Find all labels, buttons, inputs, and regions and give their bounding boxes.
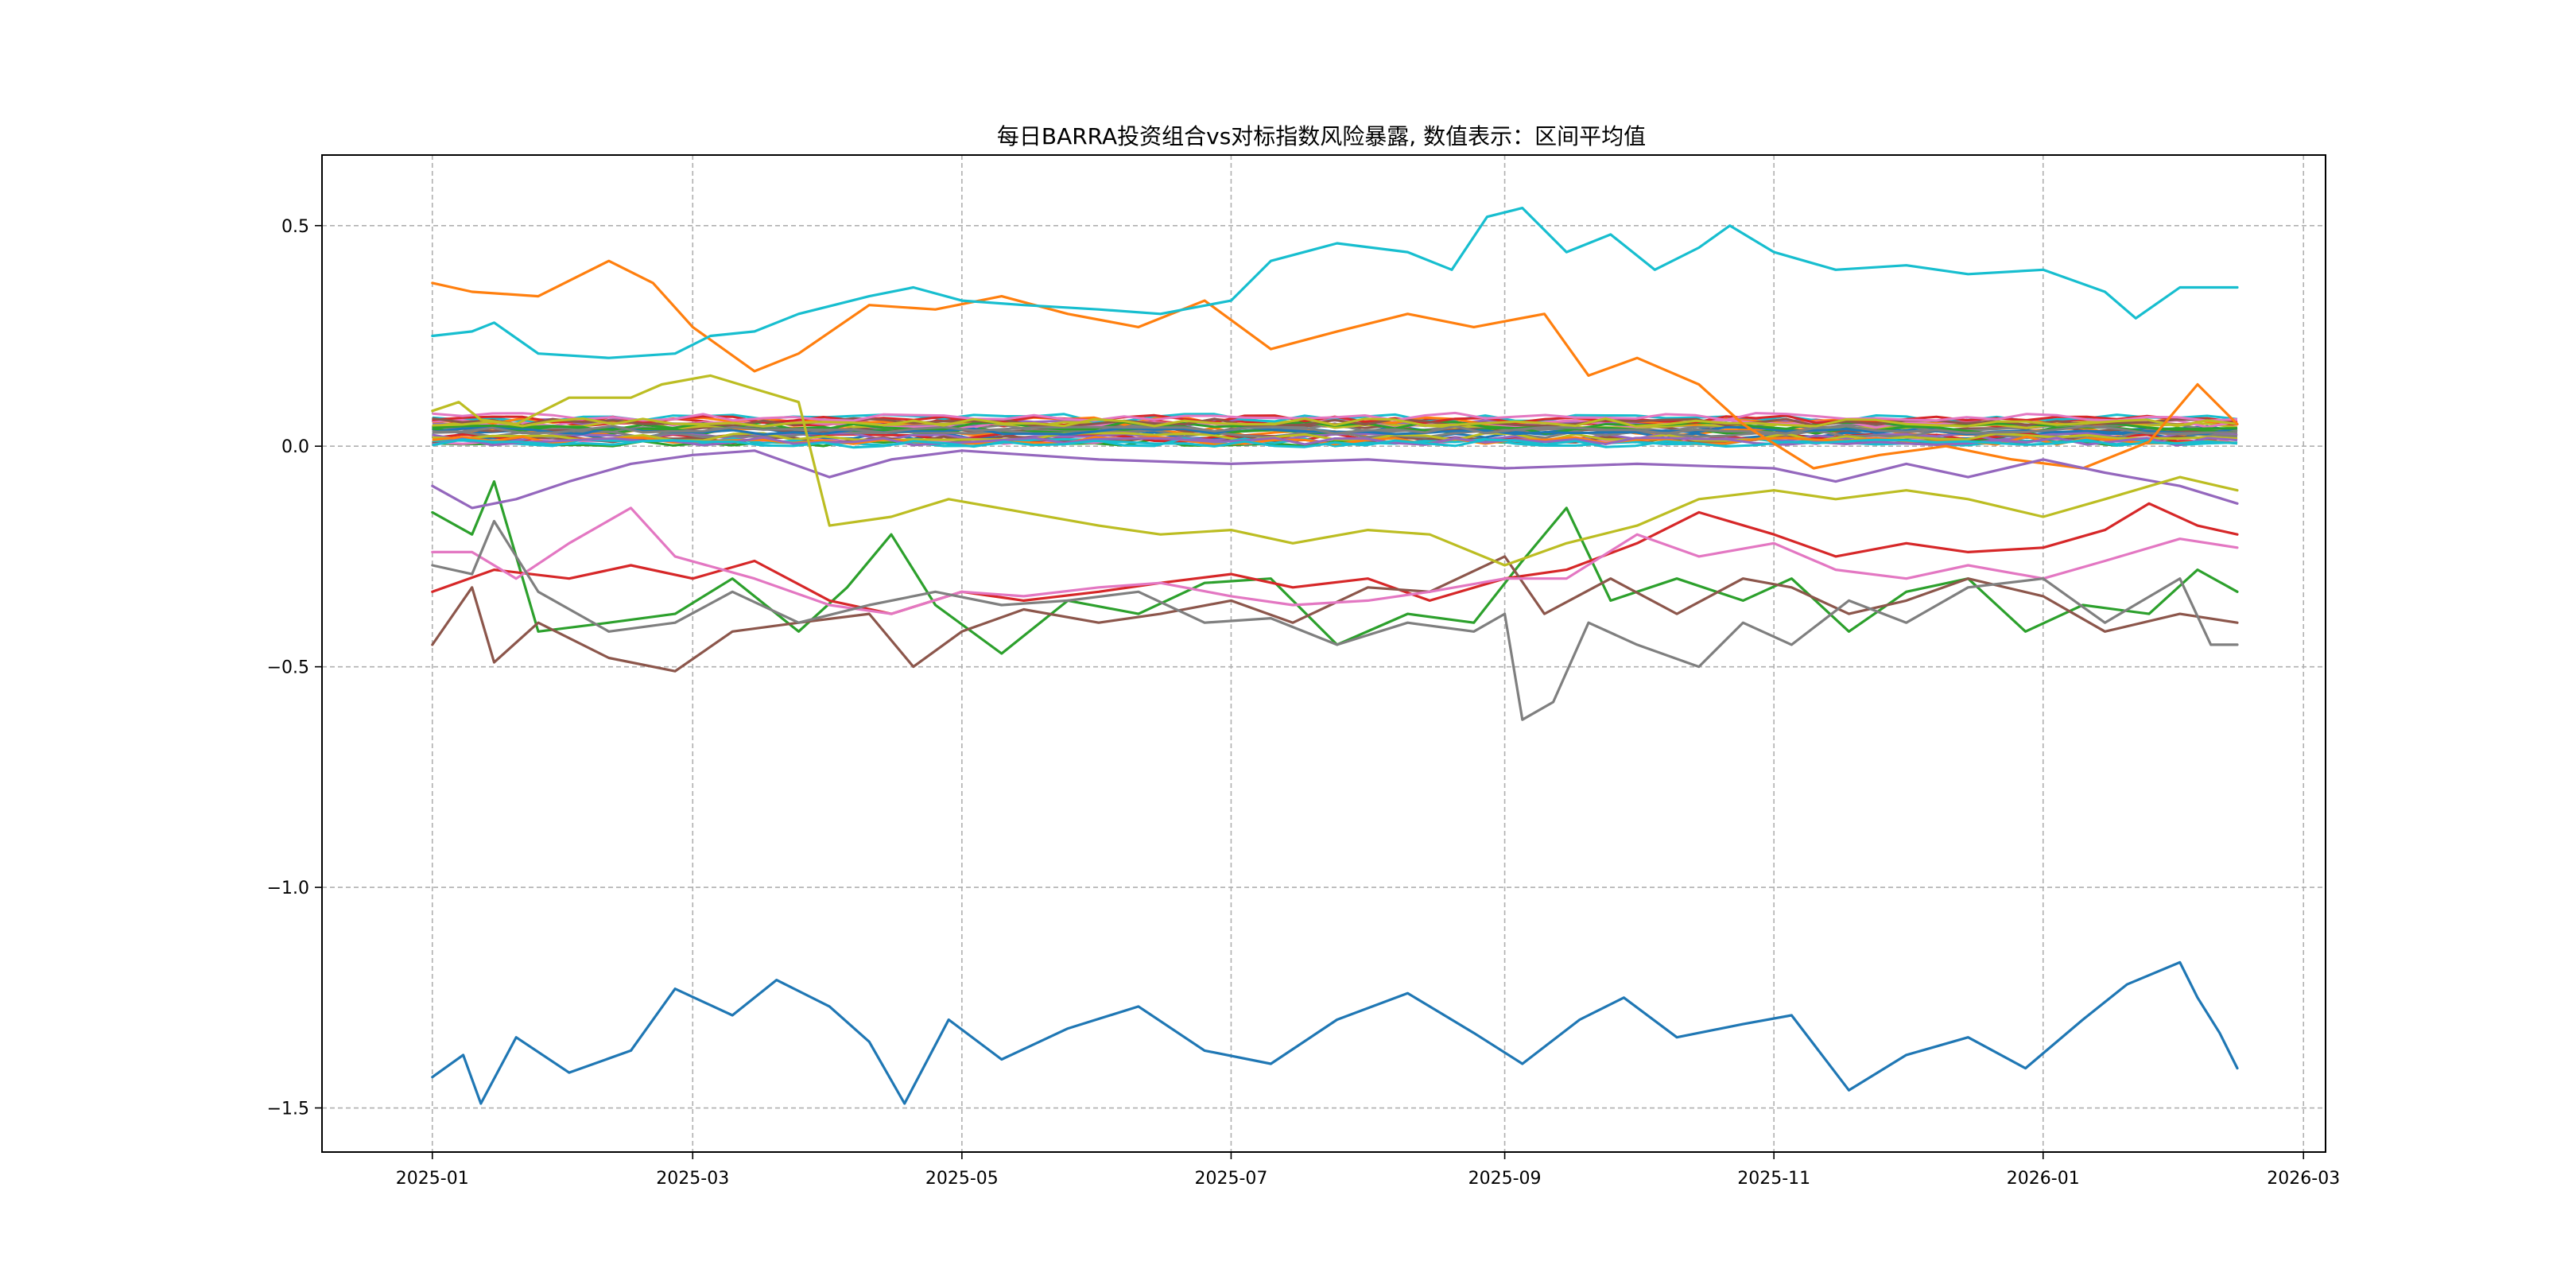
y-tick-label: 0.0 [281,437,309,457]
series-line-5 [431,449,2239,510]
series-line-7 [431,506,2239,615]
series-group [431,207,2239,1105]
plot-frame [321,154,2326,1153]
series-line-10 [431,207,2239,359]
x-tick-label: 2025-09 [1468,1169,1542,1189]
x-tick-label: 2025-01 [396,1169,469,1189]
x-tick-label: 2025-03 [656,1169,729,1189]
x-tick-label: 2025-11 [1737,1169,1810,1189]
x-tick-label: 2026-03 [2267,1169,2340,1189]
y-tick-label: −1.5 [267,1100,309,1119]
series-line-8 [431,519,2239,721]
series-line-2 [431,259,2239,470]
dense-lines-band [432,411,2238,449]
y-tick-label: −1.0 [267,879,309,898]
x-tick-label: 2026-01 [2007,1169,2080,1189]
band-series-line [432,425,2238,435]
x-tick-label: 2025-07 [1194,1169,1267,1189]
grid [322,155,2326,1152]
axes: 2025-01 2025-03 2025-05 2025-07 2025-09 2025-… [267,217,2341,1189]
series-line-1 [431,960,2239,1105]
series-line-6 [431,555,2239,673]
y-tick-label: 0.5 [281,217,309,237]
chart-title: 每日BARRA投资组合vs对标指数风险暴露, 数值表示：区间平均值 [997,123,1646,149]
series-line-9 [431,374,2239,567]
y-tick-label: −0.5 [267,658,309,678]
x-tick-label: 2025-05 [925,1169,999,1189]
band-series-line [432,417,2238,428]
series-line-4 [431,502,2239,615]
band-series-line [432,438,2238,449]
band-series-line [432,411,2238,422]
